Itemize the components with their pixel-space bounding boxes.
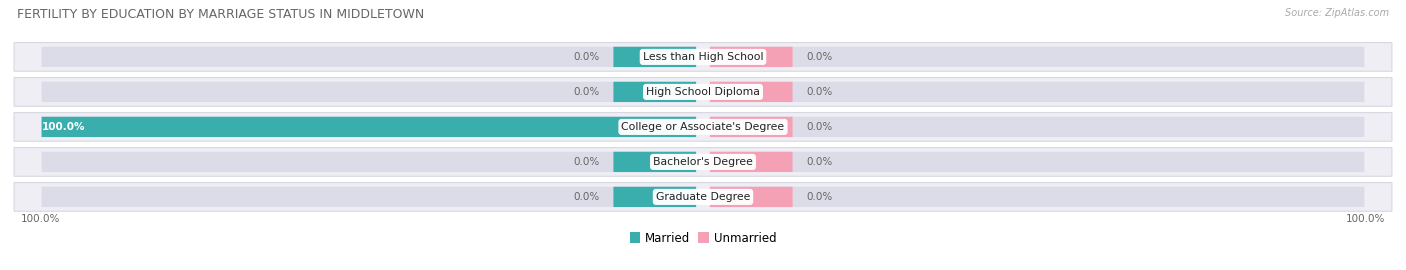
FancyBboxPatch shape (42, 152, 696, 172)
Text: 100.0%: 100.0% (21, 214, 60, 224)
FancyBboxPatch shape (42, 117, 696, 137)
Text: Source: ZipAtlas.com: Source: ZipAtlas.com (1285, 8, 1389, 18)
Text: 0.0%: 0.0% (574, 52, 599, 62)
FancyBboxPatch shape (42, 82, 696, 102)
FancyBboxPatch shape (42, 47, 696, 67)
FancyBboxPatch shape (14, 77, 1392, 106)
Text: 100.0%: 100.0% (42, 122, 86, 132)
Text: 0.0%: 0.0% (807, 122, 832, 132)
Text: 0.0%: 0.0% (574, 87, 599, 97)
FancyBboxPatch shape (613, 82, 696, 102)
FancyBboxPatch shape (710, 117, 793, 137)
Text: FERTILITY BY EDUCATION BY MARRIAGE STATUS IN MIDDLETOWN: FERTILITY BY EDUCATION BY MARRIAGE STATU… (17, 8, 425, 21)
FancyBboxPatch shape (14, 147, 1392, 176)
Text: 0.0%: 0.0% (807, 192, 832, 202)
Text: Bachelor's Degree: Bachelor's Degree (652, 157, 754, 167)
FancyBboxPatch shape (613, 47, 696, 67)
Text: 100.0%: 100.0% (1346, 214, 1385, 224)
FancyBboxPatch shape (710, 47, 1364, 67)
FancyBboxPatch shape (42, 117, 696, 137)
FancyBboxPatch shape (710, 117, 1364, 137)
FancyBboxPatch shape (710, 82, 1364, 102)
Text: High School Diploma: High School Diploma (647, 87, 759, 97)
FancyBboxPatch shape (14, 113, 1392, 141)
FancyBboxPatch shape (710, 82, 793, 102)
FancyBboxPatch shape (14, 43, 1392, 71)
FancyBboxPatch shape (710, 187, 793, 207)
FancyBboxPatch shape (42, 187, 696, 207)
Text: Graduate Degree: Graduate Degree (655, 192, 751, 202)
FancyBboxPatch shape (710, 152, 1364, 172)
FancyBboxPatch shape (710, 187, 1364, 207)
FancyBboxPatch shape (613, 187, 696, 207)
Text: 0.0%: 0.0% (574, 192, 599, 202)
Text: 0.0%: 0.0% (574, 157, 599, 167)
FancyBboxPatch shape (14, 183, 1392, 211)
FancyBboxPatch shape (710, 152, 793, 172)
Text: 0.0%: 0.0% (807, 157, 832, 167)
Text: 0.0%: 0.0% (807, 87, 832, 97)
Text: Less than High School: Less than High School (643, 52, 763, 62)
Legend: Married, Unmarried: Married, Unmarried (624, 227, 782, 249)
FancyBboxPatch shape (710, 47, 793, 67)
Text: College or Associate's Degree: College or Associate's Degree (621, 122, 785, 132)
Text: 0.0%: 0.0% (807, 52, 832, 62)
FancyBboxPatch shape (613, 152, 696, 172)
